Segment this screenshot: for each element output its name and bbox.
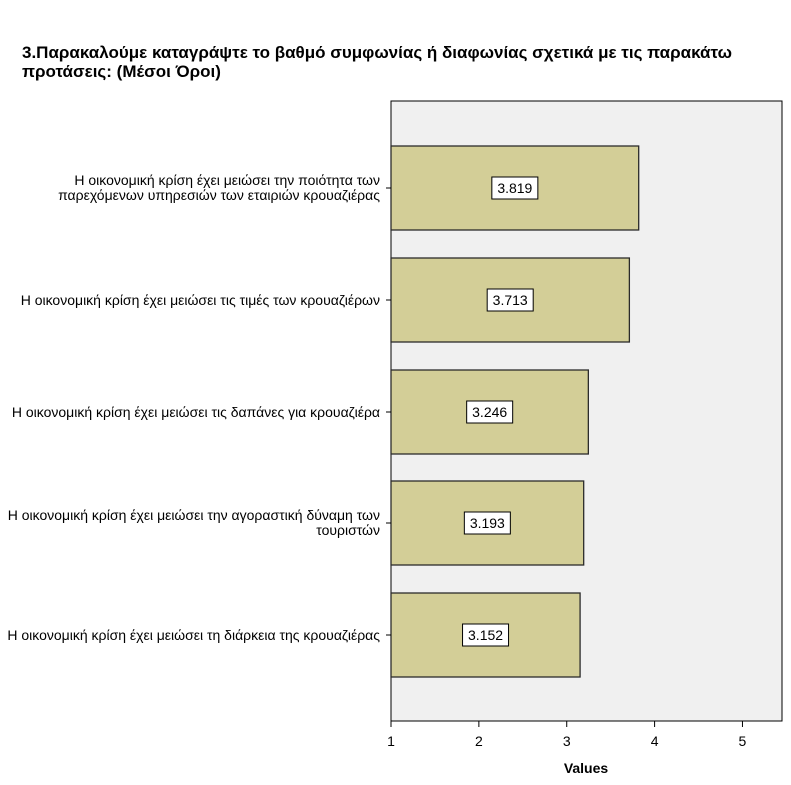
x-tick-label: 4 xyxy=(651,733,659,749)
x-axis-title: Values xyxy=(564,760,609,776)
x-tick-label: 5 xyxy=(739,733,747,749)
x-tick-label: 1 xyxy=(387,733,395,749)
category-label: Η οικονομική κρίση έχει μειώσει τις τιμέ… xyxy=(20,291,380,308)
x-tick-label: 2 xyxy=(475,733,483,749)
data-label: 3.819 xyxy=(497,180,532,196)
data-label-box xyxy=(491,176,539,200)
data-label: 3.193 xyxy=(470,515,505,531)
data-label-box xyxy=(486,288,534,312)
bar xyxy=(390,480,585,566)
chart-title: 3.Παρακαλούμε καταγράψτε το βαθμό συμφων… xyxy=(22,43,732,81)
data-label-box xyxy=(462,623,510,647)
data-label: 3.713 xyxy=(493,292,528,308)
x-tick-label: 3 xyxy=(563,733,571,749)
category-label: Η οικονομική κρίση έχει μειώσει την αγορ… xyxy=(7,507,380,538)
data-label: 3.246 xyxy=(472,404,507,420)
category-label: Η οικονομική κρίση έχει μειώσει τις δαπά… xyxy=(11,403,380,420)
data-label-box xyxy=(466,400,514,424)
data-label-box xyxy=(463,511,511,535)
category-label: Η οικονομική κρίση έχει μειώσει την ποιό… xyxy=(58,172,380,203)
data-label: 3.152 xyxy=(468,627,503,643)
category-label: Η οικονομική κρίση έχει μειώσει τη διάρκ… xyxy=(7,626,380,643)
